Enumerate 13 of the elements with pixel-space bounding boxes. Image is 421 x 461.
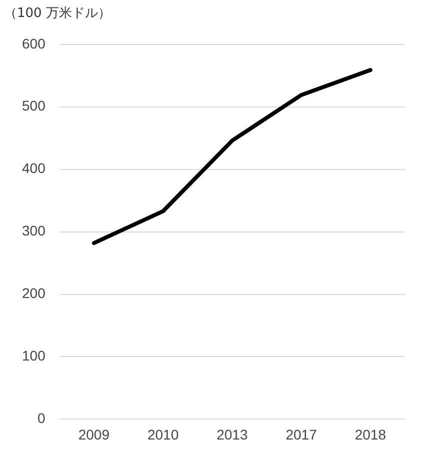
x-tick-label: 2017 bbox=[286, 426, 318, 442]
y-tick-label: 600 bbox=[22, 35, 46, 52]
y-tick-label: 0 bbox=[38, 410, 46, 426]
y-tick-label: 500 bbox=[22, 98, 46, 114]
x-tick-label: 2010 bbox=[147, 426, 179, 442]
x-tick-label: 2009 bbox=[78, 426, 110, 442]
y-tick-label: 200 bbox=[22, 285, 46, 302]
y-tick-label: 400 bbox=[22, 160, 46, 176]
y-tick-label: 300 bbox=[22, 222, 46, 239]
x-tick-label: 2013 bbox=[216, 426, 248, 442]
y-tick-label: 100 bbox=[22, 348, 46, 364]
x-tick-label: 2018 bbox=[354, 426, 386, 442]
y-axis-title: （100 万米ドル） bbox=[4, 5, 111, 22]
